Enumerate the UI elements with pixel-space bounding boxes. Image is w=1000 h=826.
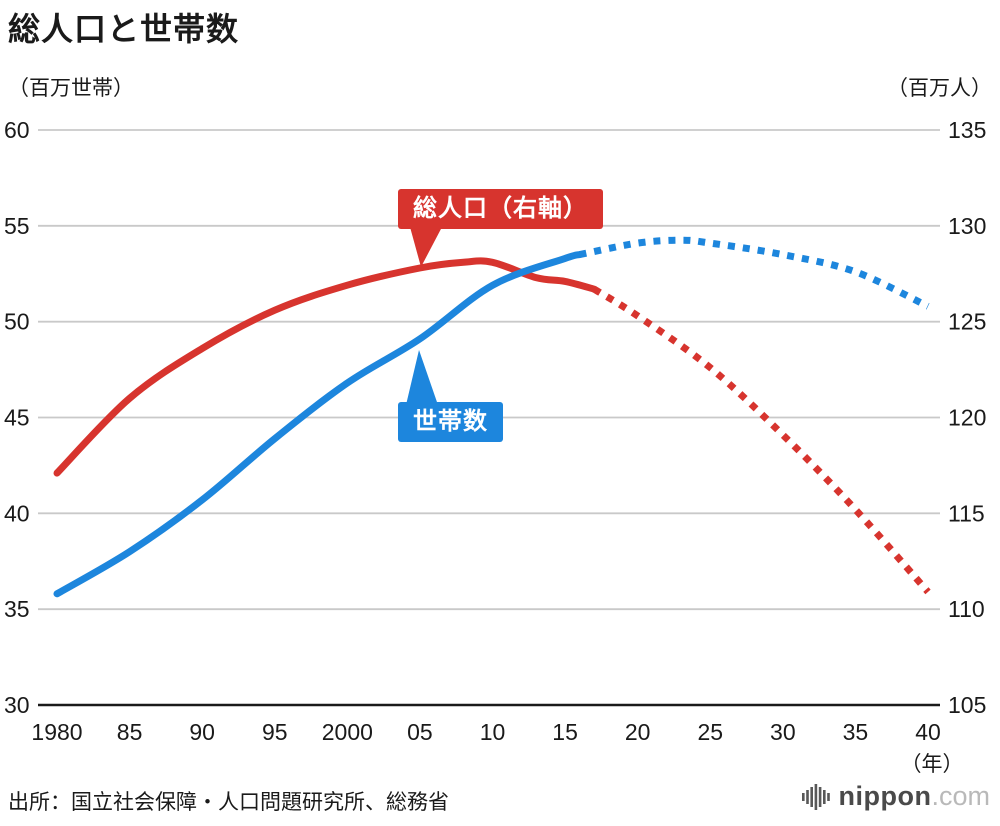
left-axis-tick-label: 55 (4, 213, 30, 239)
right-axis-tick-label: 130 (948, 213, 986, 239)
chart-title: 総人口と世帯数 (8, 11, 240, 47)
x-axis-tick-label: 20 (625, 719, 651, 745)
x-axis-tick-label: 15 (552, 719, 578, 745)
nippon-logo: nippon.com (801, 781, 990, 812)
left-axis-tick-label: 50 (4, 309, 30, 335)
logo-text: nippon.com (839, 781, 990, 812)
x-axis-tick-label: 2000 (322, 719, 373, 745)
series-line-households-projection (578, 236, 930, 310)
left-axis-tick-label: 40 (4, 500, 30, 526)
right-axis-unit-label: （百万人） (887, 77, 992, 100)
x-axis-tick-label: 90 (189, 719, 215, 745)
callout-pointer-layer (406, 227, 442, 405)
right-axis-tick-label: 125 (948, 309, 986, 335)
x-axis-tick-label: 35 (843, 719, 869, 745)
logo-name: nippon (838, 781, 932, 811)
left-axis-tick-label: 45 (4, 405, 30, 431)
right-axis-tick-label: 110 (948, 596, 985, 622)
x-axis-tick-label: 05 (407, 719, 433, 745)
x-axis-tick-label: 40 (915, 719, 941, 745)
series-line-households-actual (53, 251, 584, 598)
series-line-population-actual (53, 257, 598, 477)
series-layer (53, 236, 931, 598)
households-series-callout: 世帯数 (398, 402, 503, 442)
x-axis-tick-label: 10 (480, 719, 506, 745)
series-line-population-projection (592, 286, 931, 595)
left-axis-unit-label: （百万世帯） (8, 77, 134, 100)
x-axis-tick-label: 25 (697, 719, 723, 745)
source-note: 出所：国立社会保障・人口問題研究所、総務省 (8, 791, 449, 814)
right-axis-tick-label: 105 (948, 692, 986, 718)
x-axis-tick-label: 85 (117, 719, 143, 745)
logo-suffix: .com (931, 781, 990, 811)
x-axis-tick-label: 30 (770, 719, 796, 745)
x-axis-tick-label: 95 (262, 719, 288, 745)
axis-text-layer: 30 35 40 45 50 55 60 105 110 115 120 125 130 135 1980 8… (4, 117, 986, 776)
left-axis-tick-label: 60 (4, 117, 30, 143)
right-axis-tick-label: 135 (948, 117, 986, 143)
x-axis-tick-label: 1980 (31, 719, 82, 745)
population-series-callout: 総人口（右軸） (398, 189, 603, 229)
x-axis-unit-label: （年） (901, 753, 964, 776)
households-callout-pointer (406, 350, 438, 405)
left-axis-tick-label: 30 (4, 692, 30, 718)
right-axis-tick-label: 120 (948, 405, 986, 431)
population-callout-pointer (410, 227, 442, 267)
right-axis-tick-label: 115 (948, 500, 985, 526)
nippon-logo-icon (801, 783, 830, 810)
left-axis-tick-label: 35 (4, 596, 30, 622)
